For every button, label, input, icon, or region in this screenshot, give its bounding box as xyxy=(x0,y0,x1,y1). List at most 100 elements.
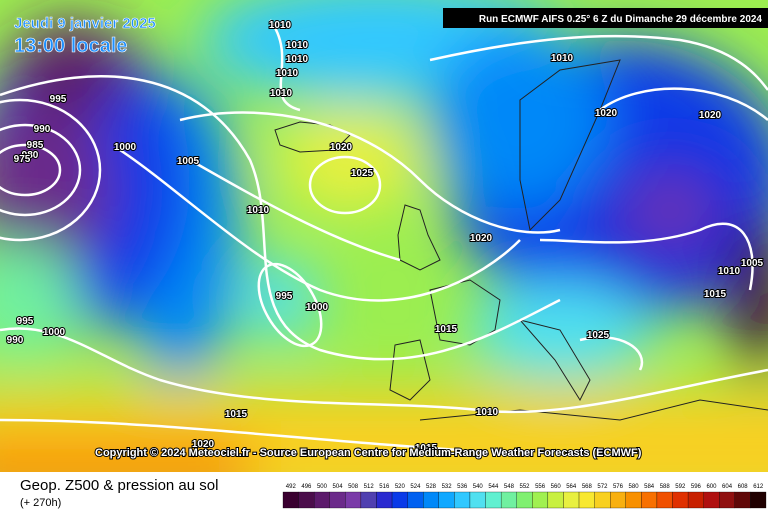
coastlines xyxy=(274,59,768,421)
colorbar-swatch xyxy=(329,491,346,509)
colorbar-swatch xyxy=(485,491,502,509)
colorbar-label: 576 xyxy=(613,484,624,490)
isobar-label: 1010 xyxy=(276,68,299,79)
colorbar-label: 504 xyxy=(333,484,344,490)
isobar-label: 1020 xyxy=(470,233,493,244)
isobar-label: 1010 xyxy=(270,88,293,99)
colorbar-swatch xyxy=(610,491,626,509)
isobar-label: 1010 xyxy=(476,407,499,418)
isobar-label: 1025 xyxy=(351,168,374,179)
colorbar-swatch xyxy=(438,491,455,509)
colorbar-swatch xyxy=(547,491,564,509)
colorbar-label: 572 xyxy=(597,484,608,490)
colorbar-swatch xyxy=(656,491,673,509)
colorbar-label: 508 xyxy=(348,484,359,490)
isobar-label: 1000 xyxy=(306,302,329,313)
colorbar-swatch xyxy=(360,491,377,509)
colorbar-swatch xyxy=(282,491,299,509)
isobar-label: 1005 xyxy=(741,258,764,269)
colorbar-swatch xyxy=(750,491,767,509)
colorbar-swatch xyxy=(500,491,517,509)
isobar-label: 1025 xyxy=(587,330,610,341)
local-time: 13:00 locale xyxy=(14,35,127,57)
colorbar-label: 552 xyxy=(519,484,530,490)
colorbar-label: 540 xyxy=(473,484,484,490)
colorbar-label: 524 xyxy=(410,484,421,490)
colorbar-label: 600 xyxy=(706,484,717,490)
colorbar-label: 496 xyxy=(301,484,312,490)
colorbar-label: 592 xyxy=(675,484,686,490)
colorbar-swatch xyxy=(454,491,471,509)
isobar-label: 1010 xyxy=(551,53,574,64)
colorbar-swatch xyxy=(734,491,751,509)
colorbar-label: 584 xyxy=(644,484,655,490)
isobar-label: 1015 xyxy=(415,443,438,454)
isobar-label: 980 xyxy=(22,150,39,161)
isobar-label: 1000 xyxy=(43,327,66,338)
colorbar-swatch xyxy=(469,491,486,509)
colorbar-swatch xyxy=(298,491,315,509)
colorbar-label: 568 xyxy=(582,484,593,490)
date: Jeudi 9 janvier 2025 xyxy=(14,15,156,32)
colorbar-label: 548 xyxy=(504,484,515,490)
copyright: Copyright © 2024 Meteociel.fr - Source E… xyxy=(95,447,642,459)
colorbar-swatch xyxy=(687,491,704,509)
colorbar-label: 580 xyxy=(629,484,640,490)
colorbar-swatch xyxy=(594,491,611,509)
colorbar-swatch xyxy=(672,491,689,509)
colorbar-label: 612 xyxy=(753,484,764,490)
colorbar-swatch xyxy=(345,491,362,509)
colorbar-swatch xyxy=(625,491,642,509)
colorbar-label: 596 xyxy=(691,484,702,490)
colorbar-label: 520 xyxy=(395,484,406,490)
colorbar-swatch xyxy=(391,491,408,509)
colorbar-swatch xyxy=(532,491,549,509)
colorbar-label: 556 xyxy=(535,484,546,490)
isobar-label: 990 xyxy=(7,335,24,346)
colorbar-swatch xyxy=(516,491,533,509)
colorbar-label: 536 xyxy=(457,484,468,490)
isobar-label: 1015 xyxy=(704,289,727,300)
colorbar-swatch xyxy=(703,491,720,509)
colorbar-label: 560 xyxy=(551,484,562,490)
run-info: Run ECMWF AIFS 0.25° 6 Z du Dimanche 29 … xyxy=(479,14,763,25)
colorbar-swatch xyxy=(563,491,580,509)
lead-time: (+ 270h) xyxy=(20,497,61,509)
isobar-label: 995 xyxy=(17,316,34,327)
isobar-label: 1010 xyxy=(269,20,292,31)
isobar-label: 995 xyxy=(50,94,67,105)
isobar-label: 975 xyxy=(14,154,31,165)
colorbar-label: 512 xyxy=(364,484,375,490)
colorbar-label: 564 xyxy=(566,484,577,490)
isobar-label: 1020 xyxy=(595,108,618,119)
isobar-label: 1015 xyxy=(435,324,458,335)
colorbar-swatch xyxy=(314,491,330,509)
colorbar-label: 516 xyxy=(379,484,390,490)
isobar-label: 990 xyxy=(34,124,51,135)
colorbar-label: 588 xyxy=(660,484,671,490)
colorbar-label: 528 xyxy=(426,484,437,490)
colorbar-label: 544 xyxy=(488,484,499,490)
run-box xyxy=(443,8,768,28)
isobar-label: 1010 xyxy=(247,205,270,216)
isobar-label: 1010 xyxy=(286,54,309,65)
colorbar-swatch xyxy=(407,491,424,509)
isobar-label: 1020 xyxy=(330,142,353,153)
colorbar-swatch xyxy=(376,491,393,509)
colorbar-label: 492 xyxy=(286,484,297,490)
colorbar-label: 532 xyxy=(442,484,453,490)
footer-title: Geop. Z500 & pression au sol xyxy=(20,477,218,494)
colorbar-swatch xyxy=(641,491,658,509)
colorbar-label: 608 xyxy=(738,484,749,490)
colorbar-swatch xyxy=(578,491,595,509)
isobar-label: 1020 xyxy=(192,439,215,450)
colorbar-label: 500 xyxy=(317,484,328,490)
isobar-label: 995 xyxy=(276,291,293,302)
colorbar-label: 604 xyxy=(722,484,733,490)
colorbar-swatch xyxy=(423,491,439,509)
isobar-label: 985 xyxy=(27,140,44,151)
colorbar: 492 496 500 504 508 512 516 520 524 528 532 536 540 5… xyxy=(282,484,767,509)
